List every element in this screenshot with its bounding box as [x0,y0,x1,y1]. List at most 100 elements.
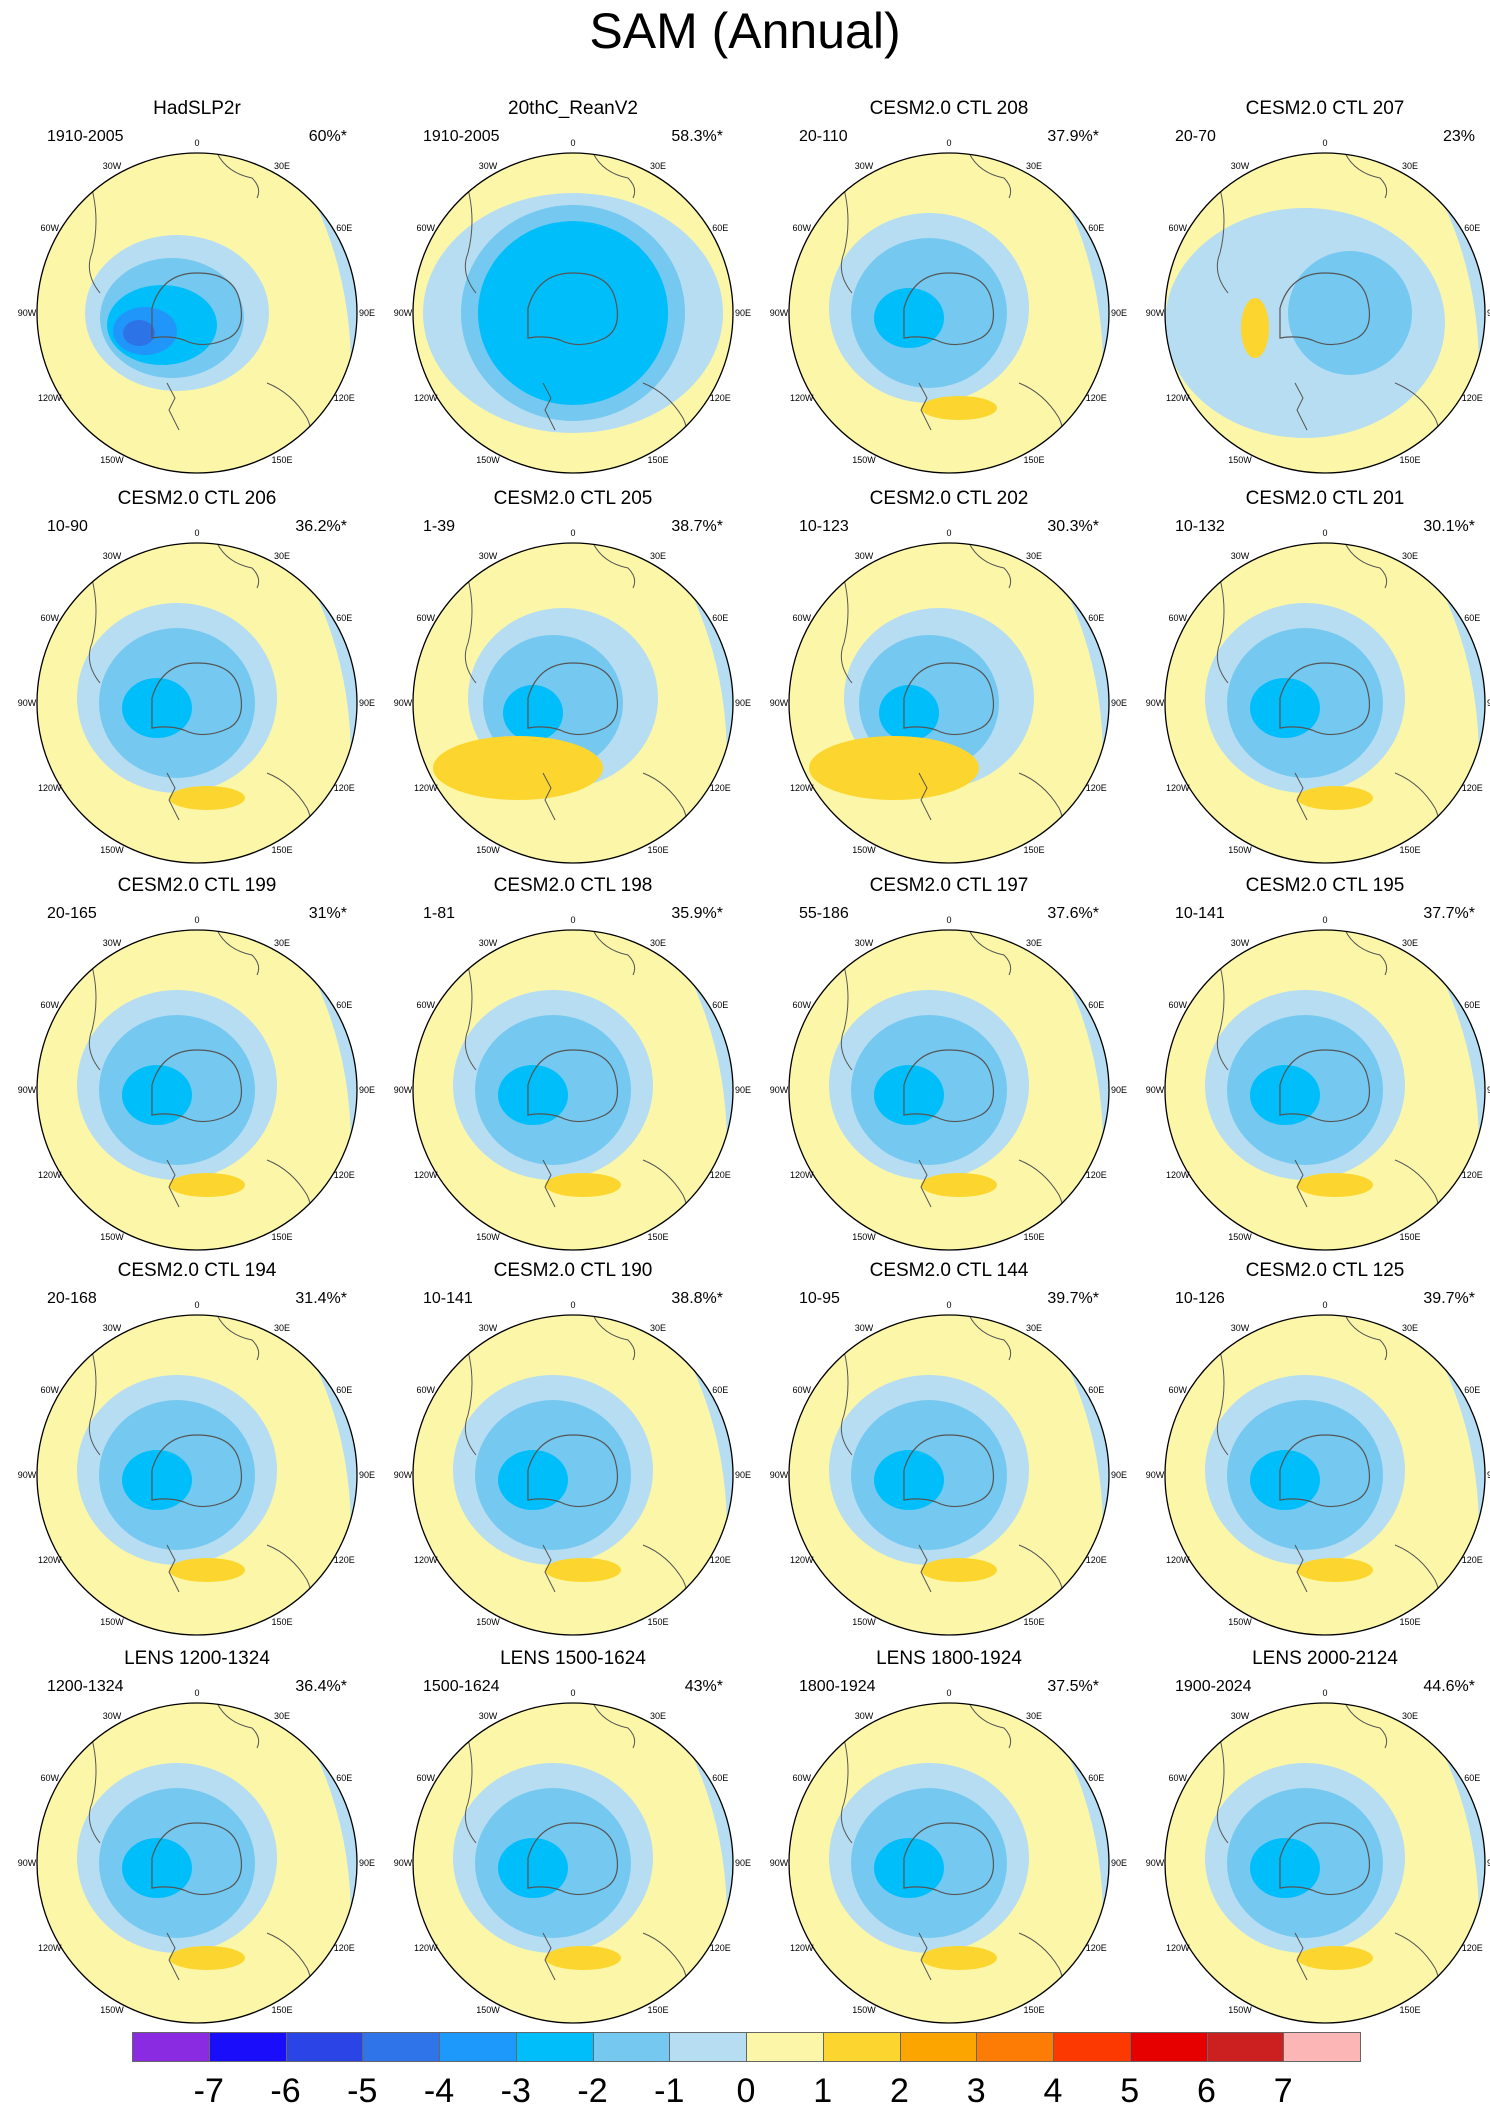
longitude-label: 150W [100,455,124,465]
longitude-label: 60W [793,1000,812,1010]
map-panel: CESM2.0 CTL 206 10-90 36.2%* 0 30E 60E 90E 120E… [12,488,382,868]
longitude-label: 60E [712,613,728,623]
antarctica-coastline [527,1822,618,1896]
longitude-label: 150W [852,1617,876,1627]
longitude-label: 0 [194,1300,199,1310]
longitude-label: 60E [1464,1385,1480,1395]
antarctica-coastline [903,1822,994,1896]
longitude-label: 90W [1146,1085,1165,1095]
longitude-label: 150W [100,1617,124,1627]
polar-map: 030E60E90E120E150E180150W120W90W60W30W [18,915,375,1251]
panel-title: CESM2.0 CTL 206 [117,488,277,509]
contour-band [874,1838,944,1898]
polar-map: 030E60E90E120E150E180150W120W90W60W30W [1146,1300,1490,1636]
longitude-label: 90W [18,1858,37,1868]
longitude-label: 0 [946,1688,951,1698]
longitude-label: 90E [735,1085,751,1095]
contour-band [498,1450,568,1510]
longitude-label: 60W [41,1385,60,1395]
longitude-label: 30E [274,161,290,171]
longitude-label: 60W [41,1773,60,1783]
colorbar-cell [899,2032,978,2062]
longitude-label: 120E [1462,1555,1483,1565]
longitude-label: 120W [414,1555,438,1565]
antarctica-coastline [151,1049,242,1123]
contour-band [545,1558,621,1582]
longitude-label: 0 [1322,1300,1327,1310]
longitude-label: 90W [770,308,789,318]
polar-map: 030E60E90E120E150E180150W120W90W60W30W [1146,138,1490,474]
longitude-label: 90W [1146,1470,1165,1480]
longitude-label: 60W [41,223,60,233]
longitude-label: 30E [1402,551,1418,561]
polar-map: 030E60E90E120E150E180150W120W90W60W30W [394,528,751,864]
polar-map: 030E60E90E120E150E180150W120W90W60W30W [18,138,375,474]
contour-band [1250,1065,1320,1125]
map-panel: LENS 1200-1324 1200-1324 36.4%* 0 30E 60E 90E 1… [12,1648,382,2028]
longitude-label: 150E [1023,845,1044,855]
map-boundary [36,152,358,474]
map-panel: HadSLP2r 1910-2005 60%* 0 30E 60E 90E 120E 150E 1… [12,98,382,478]
antarctica-coastline [151,272,242,346]
panel-title: CESM2.0 CTL 208 [869,98,1029,119]
longitude-label: 150E [647,845,668,855]
contour-band [874,288,944,348]
longitude-label: 30E [650,551,666,561]
longitude-label: 90E [359,698,375,708]
longitude-label: 120E [710,1555,731,1565]
new-zealand-coastline [166,772,180,821]
panel-years: 10-126 [1175,1290,1225,1307]
polar-map: 030E60E90E120E150E180150W120W90W60W30W [18,1688,375,2024]
panel-variance-pct: 58.3%* [671,128,723,145]
colorbar-tick-label: 4 [1043,2072,1063,2110]
contour-band [122,1065,192,1125]
polar-map: 030E60E90E120E150E180150W120W90W60W30W [770,1300,1127,1636]
south-america-coastline [86,1722,101,1844]
longitude-label: 60E [1464,223,1480,233]
longitude-label: 150W [1228,845,1252,855]
africa-coastline [1344,153,1388,199]
south-america-coastline [86,1334,101,1456]
africa-coastline [968,543,1012,589]
longitude-label: 30W [855,1711,874,1721]
colorbar-cell [208,2032,287,2062]
longitude-label: 30W [1231,938,1250,948]
longitude-label: 0 [570,528,575,538]
longitude-label: 30W [103,938,122,948]
new-zealand-coastline [1294,1932,1308,1981]
longitude-label: 90E [359,308,375,318]
panel-years: 1900-2024 [1175,1678,1252,1695]
contour-band [1250,678,1320,738]
longitude-label: 60E [1088,1773,1104,1783]
longitude-label: 30E [274,1323,290,1333]
colorbar-cell [132,2032,210,2062]
colorbar-cell [439,2032,517,2062]
longitude-label: 0 [1322,138,1327,148]
longitude-label: 60E [336,1385,352,1395]
colorbar-tick-label: -6 [270,2072,301,2110]
contour-band [545,1173,621,1197]
map-boundary [1164,542,1486,864]
contour-band [498,1065,568,1125]
longitude-label: 120W [414,1943,438,1953]
map-boundary [36,542,358,864]
longitude-label: 90W [394,1470,413,1480]
longitude-label: 0 [194,138,199,148]
longitude-label: 90E [359,1858,375,1868]
longitude-label: 90W [18,1470,37,1480]
antarctica-coastline [151,1434,242,1508]
south-america-coastline [462,1334,477,1456]
new-zealand-coastline [918,1932,932,1981]
map-boundary [412,1314,734,1636]
panel-years: 20-70 [1175,128,1216,145]
contour-band [122,1838,192,1898]
antarctica-coastline [527,1049,618,1123]
colorbar-tick-label: 2 [890,2072,909,2110]
panel-title: CESM2.0 CTL 125 [1245,1260,1405,1281]
longitude-label: 30E [1026,1323,1042,1333]
colorbar-cell [285,2032,364,2062]
map-panel: LENS 1800-1924 1800-1924 37.5%* 0 30E 60E 90E 1… [764,1648,1134,2028]
longitude-label: 150E [1023,455,1044,465]
longitude-label: 120E [1086,1555,1107,1565]
